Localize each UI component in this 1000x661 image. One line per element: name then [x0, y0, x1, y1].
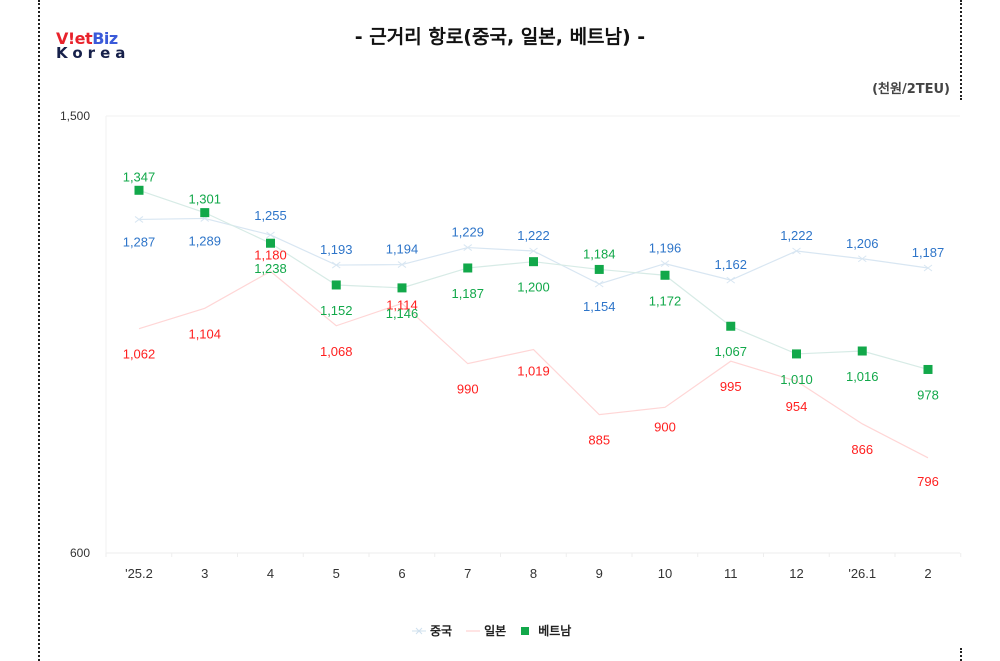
y-tick-label: 600: [70, 546, 90, 560]
unit-label: (천원/2TEU): [872, 82, 950, 97]
square-marker-icon: [594, 264, 604, 274]
data-label: 954: [786, 399, 808, 414]
data-label: 1,010: [780, 372, 813, 387]
x-tick-label: 2: [924, 566, 931, 581]
data-label: 978: [917, 387, 939, 402]
data-label: 1,287: [123, 234, 156, 249]
data-label: 1,062: [123, 347, 156, 362]
x-tick-label: 11: [724, 566, 738, 581]
square-marker-icon: [463, 263, 473, 273]
x-tick-label: 6: [398, 566, 405, 581]
square-marker-icon: [923, 364, 933, 374]
data-label: 1,229: [451, 225, 484, 240]
data-label: 1,196: [649, 241, 682, 256]
x-marker-icon: [412, 627, 426, 634]
data-label: 1,172: [649, 293, 682, 308]
data-label: 990: [457, 382, 479, 397]
data-label: 1,152: [320, 303, 353, 318]
square-marker-icon: [792, 349, 801, 359]
data-label: 1,301: [188, 192, 221, 207]
data-label: 796: [917, 474, 939, 489]
logo-biz: Biz: [92, 29, 118, 48]
line-marker-icon: [466, 630, 481, 631]
data-label: 1,068: [320, 344, 353, 359]
logo-korea: Korea: [56, 44, 131, 62]
frame-border-right-bottom: [960, 648, 962, 661]
x-tick-label: '26.1: [848, 566, 876, 581]
square-marker-icon: [397, 283, 407, 293]
chart-lines: [134, 185, 933, 459]
square-marker-icon: [857, 346, 867, 356]
x-tick-label: 4: [267, 566, 274, 581]
x-tick-label: 7: [464, 566, 471, 581]
square-marker-icon: [134, 185, 144, 195]
x-tick-label: 5: [333, 566, 340, 581]
data-label: 1,193: [320, 242, 353, 257]
legend-label-vietnam: 베트남: [538, 624, 572, 638]
data-label: 1,162: [714, 257, 747, 272]
vietbiz-korea-logo: V!etBiz Korea: [56, 31, 130, 61]
data-label: 1,067: [714, 344, 747, 359]
data-label: 1,187: [451, 286, 484, 301]
data-label: 1,238: [254, 261, 287, 276]
square-marker-icon: [200, 208, 210, 218]
y-tick-label: 1,500: [60, 109, 90, 123]
data-label: 1,206: [846, 236, 879, 251]
x-tick-label: 12: [789, 566, 803, 581]
data-label: 1,222: [780, 228, 813, 243]
data-label: 1,184: [583, 246, 616, 261]
x-tick-label: '25.2: [125, 566, 153, 581]
data-label: 1,194: [386, 242, 419, 257]
data-label: 1,187: [912, 245, 945, 260]
legend-item-vietnam: 베트남: [520, 622, 571, 639]
data-label: 1,114: [386, 297, 418, 312]
logo-viet: V!et: [56, 29, 93, 48]
square-marker-icon: [660, 270, 670, 280]
x-tick-label: 9: [596, 566, 603, 581]
frame-border-left: [38, 0, 40, 661]
x-tick-label: 8: [530, 566, 537, 581]
square-marker-icon: [726, 321, 736, 331]
data-label: 1,289: [188, 233, 221, 248]
square-marker-icon: [266, 238, 275, 248]
data-label: 1,347: [123, 169, 156, 184]
square-marker-icon: [529, 257, 538, 267]
data-label: 866: [851, 442, 873, 457]
square-marker-icon: [521, 626, 530, 635]
data-label: 1,180: [254, 247, 287, 262]
data-label: 1,200: [517, 280, 550, 295]
data-label: 1,104: [188, 326, 221, 341]
chart-axes: 1,500 600 '25.2 3 4 5 6 7 8 9 10 11 12 '26.1 2: [60, 109, 962, 581]
x-tick-label: 3: [201, 566, 208, 581]
data-label: 1,016: [846, 369, 879, 384]
data-label: 1,019: [517, 364, 550, 379]
data-label: 885: [588, 433, 610, 448]
frame-border-right: [960, 0, 962, 100]
chart-legend: 중국 일본 베트남: [412, 622, 571, 639]
data-label: 1,146: [386, 306, 419, 321]
data-label: 995: [720, 379, 742, 394]
data-label: 1,154: [583, 299, 616, 314]
data-label: 900: [654, 419, 676, 434]
chart-data-labels: 1,287 1,289 1,255 1,193 1,194 1,229 1,222 1,154…: [123, 169, 945, 489]
series-line-1: [138, 270, 929, 459]
x-tick-label: 10: [658, 566, 672, 581]
square-marker-icon: [331, 280, 341, 290]
chart-title: - 근거리 항로(중국, 일본, 베트남) -: [354, 26, 646, 48]
legend-label-japan: 일본: [484, 624, 507, 638]
legend-item-china: 중국: [412, 622, 452, 639]
data-label: 1,222: [517, 228, 550, 243]
data-label: 1,255: [254, 208, 287, 223]
legend-label-china: 중국: [430, 624, 453, 638]
legend-item-japan: 일본: [466, 622, 506, 639]
